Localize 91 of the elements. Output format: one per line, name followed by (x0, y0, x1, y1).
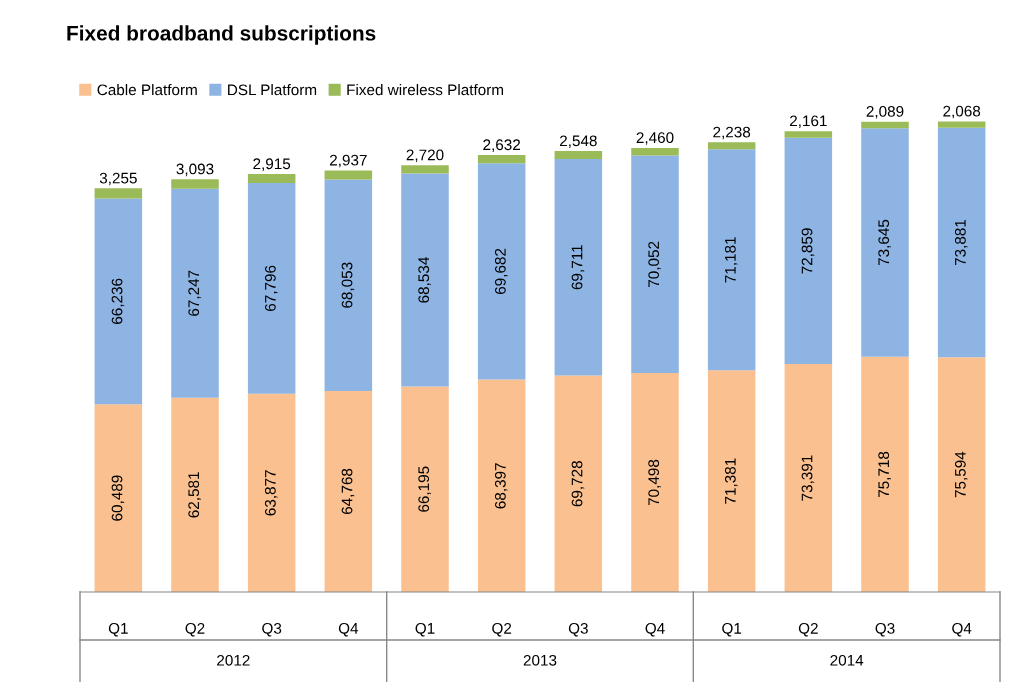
bar (171, 179, 219, 189)
bar (94, 198, 143, 405)
data-label: 73,881 (954, 219, 968, 266)
x-tick-label: Q4 (952, 622, 972, 637)
data-label: 2,937 (329, 154, 367, 168)
bar (401, 165, 449, 174)
x-tick-label: Q1 (722, 622, 742, 637)
data-label: 69,682 (494, 248, 508, 294)
bar (94, 188, 143, 199)
legend-label: Cable Platform (97, 84, 197, 96)
bar (324, 170, 373, 180)
data-label: 2,068 (943, 105, 981, 119)
data-label: 70,498 (648, 459, 661, 506)
data-label: 72,859 (801, 228, 815, 274)
bar (937, 357, 986, 592)
data-label: 63,877 (264, 470, 278, 516)
bar (707, 142, 756, 150)
bar (554, 375, 603, 592)
data-label: 64,768 (341, 468, 355, 515)
data-label: 69,728 (571, 461, 585, 507)
bar (631, 155, 679, 374)
bar (247, 183, 296, 394)
data-label: 75,718 (878, 451, 891, 498)
bar (631, 373, 679, 592)
x-tick-label: Q4 (338, 622, 359, 637)
data-label: 2,460 (636, 132, 674, 145)
data-label: 67,796 (264, 265, 278, 311)
chart-title: Fixed broadband subscriptions (67, 25, 376, 45)
data-label: 71,381 (724, 458, 738, 504)
bar (324, 390, 373, 592)
text: 2013 (523, 654, 557, 666)
data-label: 60,489 (111, 475, 125, 521)
data-label: 2,915 (253, 158, 291, 171)
bar (861, 128, 909, 357)
bar (784, 131, 833, 138)
data-label: 73,645 (878, 219, 891, 266)
bar (477, 163, 526, 380)
x-tick-label: Q2 (185, 622, 205, 637)
x-tick-label: Q3 (262, 622, 282, 637)
bar (324, 179, 373, 391)
x-tick-label: Q1 (108, 622, 128, 637)
data-label: 2,632 (483, 139, 521, 152)
data-label: 3,093 (176, 163, 214, 177)
data-label: 69,711 (571, 245, 585, 290)
bar (554, 151, 603, 159)
bar (707, 149, 756, 371)
data-label: 2,548 (559, 135, 597, 149)
data-label: 75,594 (954, 451, 968, 498)
data-label: 71,181 (724, 237, 738, 283)
x-tick-label: Q1 (415, 622, 435, 637)
text: 2012 (217, 654, 250, 666)
data-label: 2,089 (866, 105, 904, 119)
x-tick-label: Q2 (492, 622, 512, 637)
data-label: 73,391 (801, 455, 815, 501)
bar (247, 393, 296, 592)
bar (554, 159, 603, 376)
bar (861, 356, 909, 592)
data-label: 70,052 (648, 241, 661, 287)
bar (477, 155, 526, 164)
data-label: 2,720 (406, 149, 444, 163)
bar (401, 386, 449, 592)
x-tick-label: Q2 (798, 622, 818, 637)
data-label: 66,236 (111, 278, 125, 324)
bar (94, 404, 143, 592)
legend-label: DSL Platform (228, 84, 317, 96)
bar (937, 121, 986, 128)
data-label: 3,255 (99, 172, 137, 186)
bar (171, 397, 219, 592)
x-tick-label: Q4 (645, 622, 665, 637)
text: 2014 (830, 654, 864, 666)
bar (707, 370, 756, 592)
bar (784, 364, 833, 592)
bar (861, 121, 909, 129)
data-label: 66,195 (418, 466, 431, 512)
bar (784, 137, 833, 365)
x-tick-label: Q3 (568, 622, 588, 637)
data-label: 62,581 (188, 472, 201, 518)
bar (247, 174, 296, 184)
legend-label: Fixed wireless Platform (347, 84, 504, 96)
data-label: 68,053 (341, 262, 355, 308)
data-label: 68,397 (494, 463, 508, 509)
bar (401, 173, 449, 387)
data-label: 2,238 (713, 126, 751, 140)
data-label: 68,534 (418, 257, 431, 303)
bar (937, 127, 986, 358)
data-label: 2,161 (789, 115, 827, 129)
x-tick-label: Q3 (875, 622, 895, 637)
bar (171, 188, 219, 398)
data-label: 67,247 (188, 270, 201, 316)
bar (631, 147, 679, 156)
bar (477, 379, 526, 592)
